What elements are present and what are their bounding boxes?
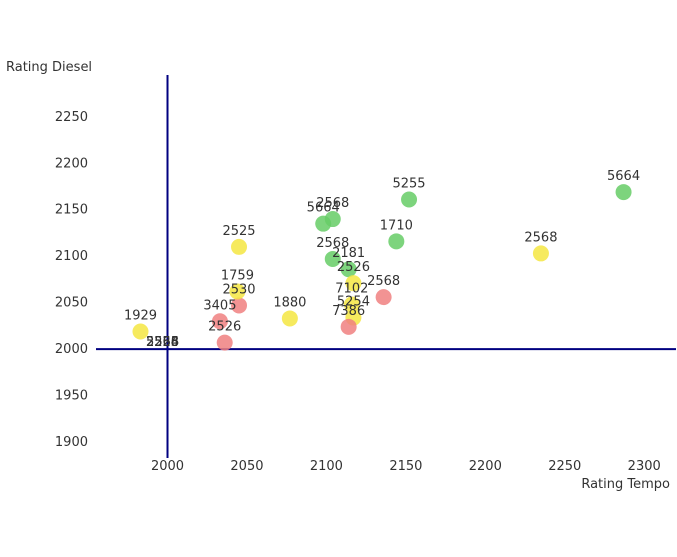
x-tick-label: 2250 [548, 459, 581, 474]
data-point [211, 313, 228, 330]
x-tick-label: 2150 [389, 459, 422, 474]
data-point [216, 334, 233, 351]
point-label: 7102 [335, 282, 368, 297]
x-tick-label: 2200 [469, 459, 502, 474]
point-label: 5664 [307, 201, 340, 216]
point-label: 2181 [332, 246, 365, 261]
point-label: 1880 [273, 295, 306, 310]
data-point [388, 233, 405, 250]
data-point [324, 250, 341, 267]
point-labels: 1929256825262554525525263405253017592525… [124, 169, 640, 350]
data-point [281, 310, 298, 327]
point-label: 2568 [146, 335, 179, 350]
point-label: 5255 [146, 335, 179, 350]
point-label: 5255 [392, 177, 425, 192]
point-label: 1929 [124, 308, 157, 323]
x-axis-label: Rating Tempo [581, 477, 670, 492]
y-tick-label: 2100 [55, 249, 88, 264]
data-point [231, 238, 248, 255]
y-tick-label: 2050 [55, 296, 88, 311]
data-point [401, 191, 418, 208]
point-label: 5664 [607, 169, 640, 184]
data-point [231, 297, 248, 314]
data-point [229, 283, 246, 300]
y-tick-label: 2000 [55, 342, 88, 357]
data-point [324, 211, 341, 228]
point-label: 2526 [337, 260, 370, 275]
point-label: 2525 [222, 224, 255, 239]
point-label: 1759 [221, 269, 254, 284]
x-tick-label: 2100 [310, 459, 343, 474]
data-point [132, 323, 149, 340]
data-point [375, 289, 392, 306]
data-point [345, 275, 362, 292]
y-axis-ticks: 1900 1950 2000 2050 2100 2150 2200 2250 [55, 110, 88, 450]
point-label: 2554 [146, 335, 179, 350]
point-label: 2568 [367, 274, 400, 289]
y-tick-label: 1900 [55, 435, 88, 450]
data-point [340, 318, 357, 335]
y-tick-label: 2250 [55, 110, 88, 125]
y-tick-label: 1950 [55, 389, 88, 404]
point-label: 2568 [316, 236, 349, 251]
x-axis-ticks: 2000 2050 2100 2150 2200 2250 2300 [151, 459, 661, 474]
y-tick-label: 2200 [55, 156, 88, 171]
point-label: 7386 [332, 304, 365, 319]
point-label: 2530 [222, 282, 255, 297]
data-point [532, 245, 549, 262]
x-tick-label: 2000 [151, 459, 184, 474]
x-tick-label: 2050 [230, 459, 263, 474]
y-axis-label: Rating Diesel [6, 60, 92, 75]
crosshair-lines [96, 75, 676, 458]
point-label: 2526 [208, 320, 241, 335]
y-tick-label: 2150 [55, 203, 88, 218]
data-point [615, 184, 632, 201]
point-label: 3405 [203, 298, 236, 313]
data-point [340, 261, 357, 278]
point-label: 1710 [380, 218, 413, 233]
data-point [343, 296, 360, 313]
point-label: 2568 [524, 230, 557, 245]
point-label: 2526 [146, 335, 179, 350]
x-tick-label: 2300 [628, 459, 661, 474]
data-points [132, 184, 632, 351]
point-label: 5254 [337, 295, 370, 310]
point-label: 2568 [316, 196, 349, 211]
